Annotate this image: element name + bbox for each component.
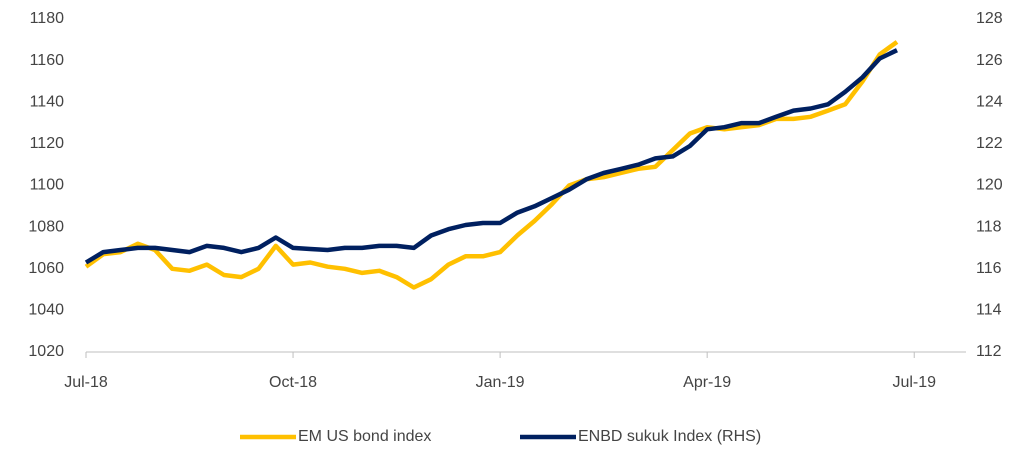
y2-tick-label: 124 (976, 93, 1003, 110)
legend-label: EM US bond index (298, 428, 431, 445)
x-tick-label: Oct-18 (269, 374, 317, 391)
y2-tick-label: 114 (976, 302, 1002, 319)
series-line (84, 48, 898, 265)
y-tick-label: 1040 (28, 302, 64, 319)
y-tick-label: 1020 (28, 343, 64, 360)
y-tick-label: 1100 (30, 177, 65, 194)
y-tick-label: 1180 (30, 10, 65, 27)
y-tick-label: 1060 (28, 260, 64, 277)
y2-tick-label: 112 (976, 343, 1002, 360)
series-line (84, 40, 899, 290)
y-tick-label: 1160 (30, 52, 65, 69)
y-tick-label: 1120 (30, 135, 65, 152)
x-tick-label: Jul-19 (892, 374, 936, 391)
y-tick-label: 1080 (28, 218, 64, 235)
y-tick-label: 1140 (30, 93, 65, 110)
legend-label: ENBD sukuk Index (RHS) (578, 428, 761, 445)
x-tick-label: Apr-19 (683, 374, 731, 391)
x-tick-label: Jan-19 (476, 374, 525, 391)
y2-tick-label: 120 (976, 177, 1003, 194)
y2-tick-label: 128 (976, 10, 1003, 27)
y2-tick-label: 116 (976, 260, 1002, 277)
y2-tick-label: 118 (976, 218, 1002, 235)
y2-tick-label: 126 (976, 52, 1003, 69)
y2-tick-label: 122 (976, 135, 1003, 152)
x-tick-label: Jul-18 (64, 374, 108, 391)
